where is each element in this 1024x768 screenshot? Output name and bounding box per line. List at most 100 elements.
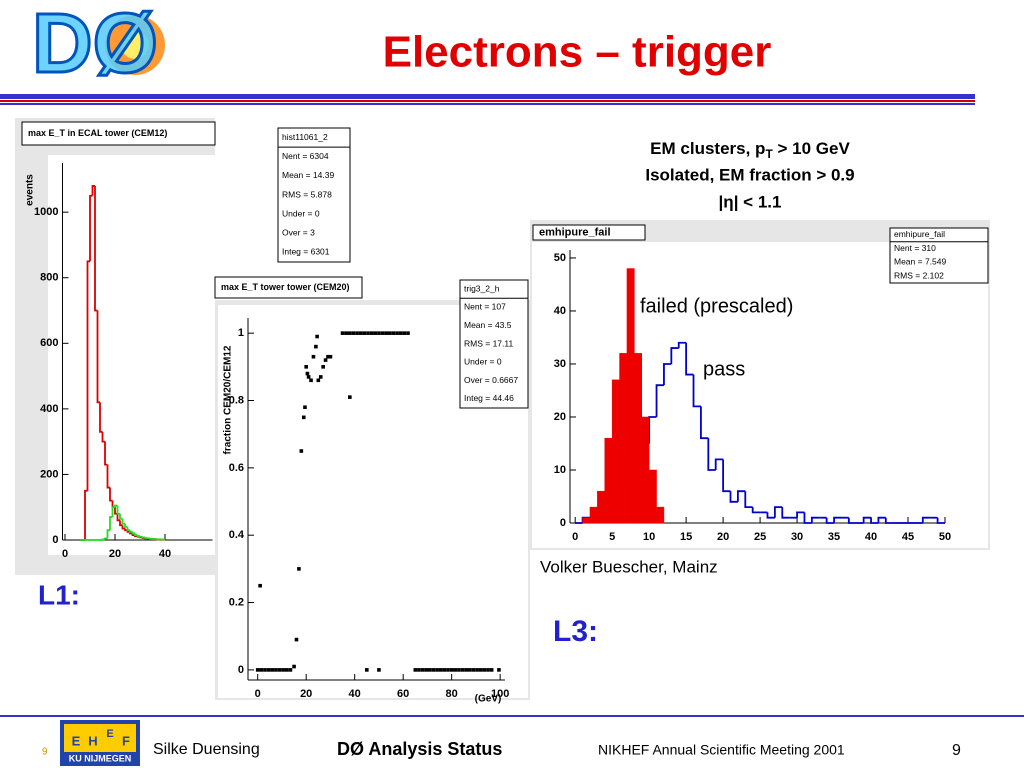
scatter-point: [303, 405, 307, 410]
stats-line: emhipure_fail: [894, 229, 945, 239]
y-tick-label: 0.6: [229, 462, 244, 474]
scatter-point: [323, 358, 328, 362]
scatter-point: [457, 668, 461, 672]
x-tick-label: 20: [717, 531, 729, 543]
histogram-step: [116, 513, 120, 522]
scatter-point: [258, 583, 262, 588]
stats-line: Nent = 6304: [282, 151, 329, 161]
scatter-point: [348, 331, 352, 335]
scatter-point: [486, 668, 490, 672]
y-tick-label: 50: [554, 252, 566, 264]
logo-letter: E: [72, 733, 81, 748]
x-tick-label: 80: [446, 688, 458, 700]
x-tick-label: 0: [255, 688, 261, 700]
scatter-point: [424, 668, 429, 672]
stats-line: Mean = 43.5: [464, 320, 512, 330]
y-tick-label: 1000: [34, 206, 58, 218]
x-tick-label: 60: [397, 688, 409, 700]
logo-letter: H: [88, 733, 97, 748]
y-tick-label: 20: [554, 411, 566, 423]
histogram-step: [663, 363, 672, 386]
scatter-point: [377, 668, 381, 672]
histogram-step: [936, 517, 945, 524]
x-axis-label: (GeV): [475, 694, 502, 705]
histogram-step: [131, 531, 135, 535]
stats-line: Under = 0: [464, 357, 502, 367]
histogram-bar: [634, 353, 642, 524]
header-bar: [0, 94, 975, 99]
histogram-step: [847, 517, 857, 524]
stats-line: hist11061_2: [282, 132, 328, 142]
scatter-point: [292, 664, 296, 669]
y-tick-label: 0: [52, 534, 58, 546]
stats-box: [277, 127, 351, 263]
histogram-bar: [582, 517, 591, 524]
y-tick-label: 0.2: [229, 596, 244, 608]
x-tick-label: 40: [865, 531, 877, 543]
logo-panel: [64, 724, 136, 752]
scatter-point: [413, 668, 418, 672]
histogram-step: [833, 516, 842, 523]
y-tick-label: 0.8: [229, 394, 244, 406]
slide-title: Electrons – trigger: [383, 28, 772, 77]
stats-box: [889, 227, 989, 284]
stats-line: Mean = 7.549: [894, 257, 946, 267]
title-box: [532, 224, 646, 241]
histogram-step: [141, 536, 145, 539]
y-tick-label: 0: [560, 517, 566, 529]
x-tick-label: 0: [572, 531, 578, 543]
histogram-step: [139, 535, 143, 538]
y-tick-label: 200: [40, 468, 58, 480]
scatter-point: [366, 331, 370, 335]
histogram-step: [136, 535, 140, 537]
histogram-step: [921, 516, 931, 523]
scatter-point: [468, 668, 472, 672]
histogram-step: [685, 342, 694, 376]
logo-letter: F: [122, 733, 130, 748]
scatter-point: [380, 331, 385, 335]
title-box: [21, 121, 216, 146]
scatter-point: [395, 331, 399, 335]
scatter-point: [306, 375, 311, 379]
histogram-bar: [648, 469, 657, 524]
scatter-point: [438, 668, 443, 672]
y-tick-label: 10: [554, 464, 566, 476]
scatter-point: [315, 334, 319, 339]
annotation: pass: [703, 358, 745, 380]
histogram-step: [114, 504, 118, 508]
scatter-point: [281, 668, 285, 672]
histogram-bar: [619, 353, 628, 524]
scatter-point: [464, 668, 469, 672]
x-tick-label: 10: [643, 531, 655, 543]
scatter-point: [311, 354, 316, 359]
scatter-point: [391, 331, 396, 335]
scatter-point: [344, 331, 348, 335]
y-tick-label: 0.4: [229, 529, 245, 541]
scatter-point: [263, 668, 267, 672]
scatter-point: [355, 331, 359, 335]
scatter-point: [318, 375, 323, 379]
scatter-point: [365, 668, 369, 672]
histogram-step: [810, 516, 820, 523]
x-tick-label: 0: [62, 548, 68, 560]
x-tick-label: 20: [300, 688, 312, 700]
scatter-point: [288, 668, 293, 672]
histogram-step: [877, 516, 886, 523]
histogram-step: [89, 194, 93, 262]
footer-meeting: NIKHEF Annual Scientific Meeting 2001: [598, 742, 845, 758]
histogram-step: [96, 310, 100, 404]
scatter-point: [388, 331, 392, 335]
stats-line: Integ = 44.46: [464, 393, 514, 403]
histogram-step: [722, 459, 731, 493]
stats-line: Over = 0.6667: [464, 375, 518, 385]
chart-title: max E_T tower tower (CEM20): [221, 282, 350, 292]
logo-letter: E: [106, 728, 113, 740]
scatter-point: [297, 567, 301, 571]
histogram-step: [729, 491, 738, 503]
histogram-step: [119, 513, 123, 520]
scatter-point: [428, 668, 432, 672]
scatter-point: [482, 668, 487, 672]
plot-area: [48, 155, 215, 555]
scatter-point: [274, 668, 278, 672]
